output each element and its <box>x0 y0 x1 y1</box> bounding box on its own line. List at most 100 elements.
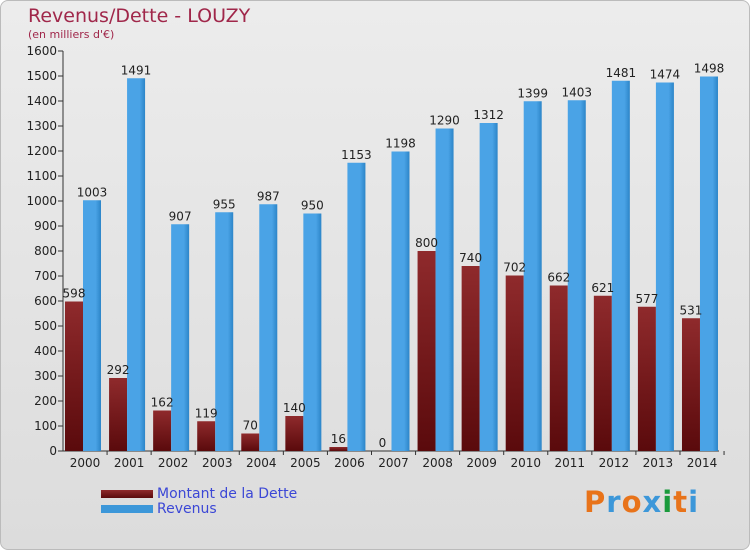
x-tick-label: 2007 <box>378 456 409 470</box>
revenue-bar <box>655 82 674 451</box>
revenue-value-label: 955 <box>213 197 236 211</box>
revenue-value-label: 1153 <box>341 148 372 162</box>
debt-bar <box>153 410 172 451</box>
y-tick-label: 0 <box>49 444 57 458</box>
debt-value-label: 800 <box>415 236 438 250</box>
chart-legend: Montant de la Dette Revenus <box>101 485 298 517</box>
logo-letter: o <box>621 485 643 519</box>
x-tick-label: 2014 <box>687 456 718 470</box>
x-tick-label: 2001 <box>114 456 145 470</box>
x-tick-label: 2008 <box>422 456 453 470</box>
y-tick-label: 1500 <box>26 69 57 83</box>
legend-item-debt: Montant de la Dette <box>101 485 298 502</box>
y-tick-label: 300 <box>34 369 57 383</box>
x-tick-label: 2005 <box>290 456 321 470</box>
debt-bar <box>285 416 304 451</box>
debt-bar <box>549 285 568 451</box>
debt-bar <box>593 295 612 451</box>
y-tick-label: 1600 <box>26 44 57 58</box>
x-tick-label: 2009 <box>466 456 497 470</box>
y-tick-label: 1100 <box>26 169 57 183</box>
y-tick-label: 1200 <box>26 144 57 158</box>
debt-bar <box>417 251 436 451</box>
revenue-bar <box>479 123 498 451</box>
revenue-bar <box>127 78 146 451</box>
x-tick-label: 2006 <box>334 456 365 470</box>
debt-value-label: 740 <box>459 251 482 265</box>
legend-swatch-revenue <box>101 504 153 513</box>
y-tick-label: 900 <box>34 219 57 233</box>
x-tick-label: 2002 <box>158 456 189 470</box>
debt-bar <box>197 421 216 451</box>
revenue-bar <box>391 151 410 451</box>
revenue-value-label: 1399 <box>517 86 548 100</box>
debt-value-label: 662 <box>547 271 570 285</box>
chart-title: Revenus/Dette - LOUZY <box>28 5 251 27</box>
x-tick-label: 2011 <box>555 456 586 470</box>
debt-bar <box>461 266 480 451</box>
logo-letter: i <box>688 485 700 519</box>
debt-value-label: 16 <box>331 432 346 446</box>
debt-value-label: 577 <box>635 292 658 306</box>
logo-letter: x <box>642 485 663 519</box>
revenue-bar <box>699 76 718 451</box>
logo-letter: P <box>584 485 607 519</box>
chart-subtitle: (en milliers d'€) <box>28 28 115 41</box>
debt-bar <box>109 378 128 451</box>
debt-value-label: 119 <box>195 406 218 420</box>
y-tick-label: 800 <box>34 244 57 258</box>
debt-value-label: 621 <box>591 281 614 295</box>
debt-bar <box>681 318 700 451</box>
y-tick-label: 400 <box>34 344 57 358</box>
revenue-bar <box>171 224 190 451</box>
revenue-bar <box>215 212 234 451</box>
revenue-value-label: 1474 <box>650 68 681 82</box>
debt-value-label: 292 <box>107 363 130 377</box>
revenue-bar <box>611 80 630 451</box>
revenue-value-label: 1403 <box>561 85 592 99</box>
y-tick-label: 500 <box>34 319 57 333</box>
revenue-value-label: 1312 <box>473 108 504 122</box>
logo-letter: t <box>673 485 689 519</box>
y-tick-label: 700 <box>34 269 57 283</box>
debt-value-label: 140 <box>283 401 306 415</box>
y-tick-label: 1400 <box>26 94 57 108</box>
revenue-value-label: 1491 <box>121 63 152 77</box>
legend-label-revenue: Revenus <box>157 500 217 517</box>
revenue-bar <box>523 101 542 451</box>
debt-value-label: 598 <box>63 287 86 301</box>
debt-value-label: 0 <box>379 436 387 450</box>
revenue-bar <box>259 204 278 451</box>
y-tick-label: 1000 <box>26 194 57 208</box>
debt-value-label: 702 <box>503 261 526 275</box>
proxiti-logo: Proxiti <box>584 485 699 519</box>
revenue-value-label: 1198 <box>385 137 416 151</box>
debt-bar <box>505 275 524 451</box>
legend-swatch-debt <box>101 489 153 498</box>
revenue-value-label: 1290 <box>429 114 460 128</box>
debt-value-label: 531 <box>680 303 703 317</box>
revenue-bar <box>435 128 454 451</box>
revenue-bar <box>303 213 322 451</box>
revenue-bar <box>567 100 586 451</box>
x-tick-label: 2013 <box>643 456 674 470</box>
debt-bar <box>241 433 260 451</box>
legend-label-debt: Montant de la Dette <box>157 485 298 502</box>
legend-item-revenue: Revenus <box>101 500 297 517</box>
logo-letter: r <box>606 485 622 519</box>
y-tick-label: 200 <box>34 394 57 408</box>
y-tick-label: 1300 <box>26 119 57 133</box>
revenue-value-label: 1481 <box>606 66 637 80</box>
x-tick-label: 2003 <box>202 456 233 470</box>
debt-bar <box>637 306 656 451</box>
revenue-value-label: 1498 <box>694 62 725 76</box>
debt-value-label: 70 <box>243 419 258 433</box>
y-tick-label: 600 <box>34 294 57 308</box>
revenue-value-label: 1003 <box>77 185 108 199</box>
x-tick-label: 2000 <box>70 456 101 470</box>
debt-bar <box>329 447 348 451</box>
revenue-value-label: 907 <box>169 209 192 223</box>
x-tick-label: 2010 <box>510 456 541 470</box>
x-tick-label: 2004 <box>246 456 277 470</box>
